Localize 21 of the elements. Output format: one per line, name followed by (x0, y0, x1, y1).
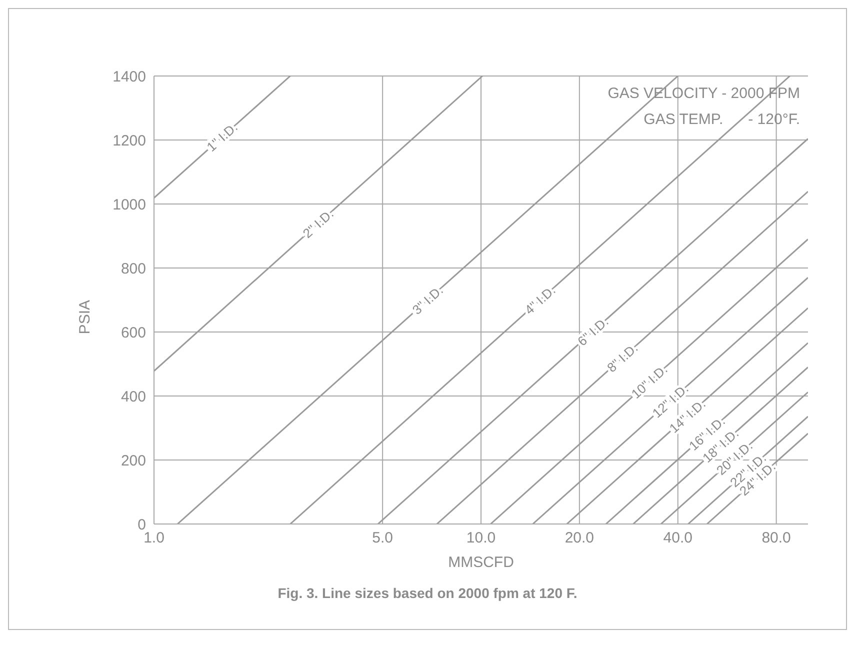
y-tick-label: 400 (120, 388, 146, 406)
text: 4" I.D. (522, 282, 558, 318)
text: 1" I.D. (204, 119, 240, 154)
text: 2" I.D. (300, 206, 336, 242)
caption: Fig. 3. Line sizes based on 2000 fpm at 120 F. (278, 585, 578, 601)
y-tick-label: 800 (120, 260, 146, 278)
y-tick-label: 1000 (112, 196, 146, 214)
y-tick-label: 1400 (112, 68, 146, 86)
y-axis-title: PSIA (76, 300, 94, 334)
x-tick-label: 1.0 (144, 530, 164, 547)
y-tick-label: 1200 (112, 132, 146, 150)
x-tick-label: 80.0 (762, 530, 791, 547)
x-tick-label: 10.0 (466, 530, 496, 547)
x-tick-label: 40.0 (663, 530, 692, 547)
y-tick-label: 600 (120, 324, 146, 342)
y-tick-label: 0 (138, 516, 146, 534)
x-axis-title: MMSCFD (448, 554, 514, 571)
y-tick-label: 200 (120, 452, 146, 470)
text: 3" I.D. (409, 282, 446, 318)
x-tick-label: 5.0 (372, 530, 393, 547)
x-tick-label: 20.0 (564, 530, 594, 547)
